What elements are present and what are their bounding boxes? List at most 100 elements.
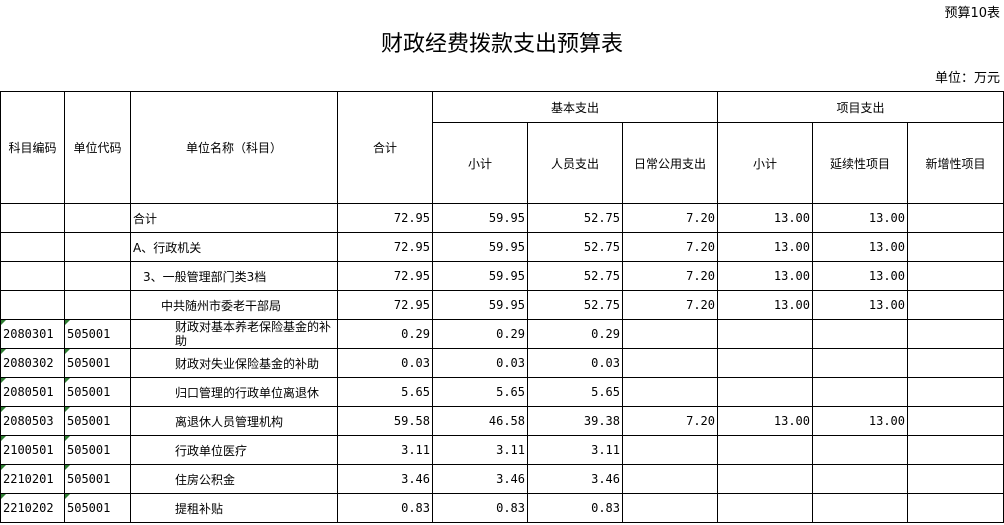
cell-name[interactable]: 合计 (130, 203, 338, 233)
cell-p_cont[interactable] (812, 464, 908, 494)
cell-name[interactable]: 3、一般管理部门类3档 (130, 261, 338, 291)
cell-b_daily[interactable] (622, 493, 718, 523)
cell-b_daily[interactable] (622, 435, 718, 465)
cell-unit-code[interactable]: 505001 (64, 464, 131, 494)
cell-b_sub[interactable]: 59.95 (432, 290, 528, 320)
cell-p_new[interactable] (907, 203, 1004, 233)
cell-name[interactable]: 归口管理的行政单位离退休 (130, 377, 338, 407)
cell-b_sub[interactable]: 59.95 (432, 203, 528, 233)
cell-b_staff[interactable]: 52.75 (527, 203, 623, 233)
cell-total[interactable]: 3.46 (337, 464, 433, 494)
cell-unit-code[interactable] (64, 203, 131, 233)
cell-b_staff[interactable]: 52.75 (527, 261, 623, 291)
cell-unit-code[interactable] (64, 232, 131, 262)
cell-b_sub[interactable]: 3.11 (432, 435, 528, 465)
cell-p_sub[interactable]: 13.00 (717, 290, 813, 320)
cell-p_sub[interactable] (717, 348, 813, 378)
cell-total[interactable]: 5.65 (337, 377, 433, 407)
cell-p_new[interactable] (907, 319, 1004, 349)
cell-unit-code[interactable]: 505001 (64, 406, 131, 436)
cell-b_sub[interactable]: 0.83 (432, 493, 528, 523)
cell-p_sub[interactable]: 13.00 (717, 203, 813, 233)
cell-name[interactable]: A、行政机关 (130, 232, 338, 262)
cell-name[interactable]: 住房公积金 (130, 464, 338, 494)
cell-unit-code[interactable]: 505001 (64, 493, 131, 523)
cell-p_cont[interactable]: 13.00 (812, 203, 908, 233)
cell-b_staff[interactable]: 39.38 (527, 406, 623, 436)
cell-total[interactable]: 72.95 (337, 203, 433, 233)
cell-p_cont[interactable] (812, 493, 908, 523)
cell-p_sub[interactable] (717, 319, 813, 349)
cell-b_daily[interactable] (622, 348, 718, 378)
cell-b_daily[interactable] (622, 319, 718, 349)
cell-total[interactable]: 0.03 (337, 348, 433, 378)
cell-p_sub[interactable] (717, 493, 813, 523)
cell-b_sub[interactable]: 0.03 (432, 348, 528, 378)
cell-p_cont[interactable]: 13.00 (812, 406, 908, 436)
cell-p_new[interactable] (907, 377, 1004, 407)
cell-unit-code[interactable]: 505001 (64, 319, 131, 349)
cell-b_sub[interactable]: 0.29 (432, 319, 528, 349)
cell-code[interactable] (0, 261, 65, 291)
cell-p_cont[interactable] (812, 435, 908, 465)
cell-b_staff[interactable]: 5.65 (527, 377, 623, 407)
cell-name[interactable]: 离退休人员管理机构 (130, 406, 338, 436)
cell-b_sub[interactable]: 46.58 (432, 406, 528, 436)
cell-total[interactable]: 72.95 (337, 232, 433, 262)
cell-name[interactable]: 提租补贴 (130, 493, 338, 523)
cell-b_staff[interactable]: 52.75 (527, 290, 623, 320)
cell-total[interactable]: 72.95 (337, 261, 433, 291)
cell-total[interactable]: 59.58 (337, 406, 433, 436)
cell-b_sub[interactable]: 59.95 (432, 261, 528, 291)
cell-total[interactable]: 0.29 (337, 319, 433, 349)
cell-p_cont[interactable]: 13.00 (812, 232, 908, 262)
cell-code[interactable]: 2100501 (0, 435, 65, 465)
cell-p_sub[interactable]: 13.00 (717, 261, 813, 291)
cell-p_new[interactable] (907, 232, 1004, 262)
cell-name[interactable]: 中共随州市委老干部局 (130, 290, 338, 320)
cell-p_sub[interactable]: 13.00 (717, 406, 813, 436)
cell-total[interactable]: 0.83 (337, 493, 433, 523)
cell-b_daily[interactable]: 7.20 (622, 232, 718, 262)
cell-code[interactable] (0, 203, 65, 233)
cell-code[interactable] (0, 232, 65, 262)
cell-p_cont[interactable]: 13.00 (812, 261, 908, 291)
cell-p_new[interactable] (907, 348, 1004, 378)
cell-b_daily[interactable] (622, 464, 718, 494)
cell-name[interactable]: 财政对基本养老保险基金的补助 (130, 319, 338, 349)
cell-b_daily[interactable]: 7.20 (622, 406, 718, 436)
cell-total[interactable]: 72.95 (337, 290, 433, 320)
cell-p_sub[interactable]: 13.00 (717, 232, 813, 262)
cell-code[interactable]: 2210201 (0, 464, 65, 494)
cell-b_sub[interactable]: 59.95 (432, 232, 528, 262)
cell-unit-code[interactable] (64, 290, 131, 320)
cell-name[interactable]: 行政单位医疗 (130, 435, 338, 465)
cell-code[interactable] (0, 290, 65, 320)
cell-b_staff[interactable]: 3.46 (527, 464, 623, 494)
cell-p_new[interactable] (907, 464, 1004, 494)
cell-total[interactable]: 3.11 (337, 435, 433, 465)
cell-code[interactable]: 2210202 (0, 493, 65, 523)
cell-b_staff[interactable]: 0.03 (527, 348, 623, 378)
cell-b_sub[interactable]: 3.46 (432, 464, 528, 494)
cell-b_sub[interactable]: 5.65 (432, 377, 528, 407)
cell-unit-code[interactable] (64, 261, 131, 291)
cell-p_cont[interactable]: 13.00 (812, 290, 908, 320)
cell-b_daily[interactable]: 7.20 (622, 290, 718, 320)
cell-code[interactable]: 2080302 (0, 348, 65, 378)
cell-p_new[interactable] (907, 435, 1004, 465)
cell-p_cont[interactable] (812, 348, 908, 378)
cell-p_cont[interactable] (812, 377, 908, 407)
cell-b_daily[interactable]: 7.20 (622, 261, 718, 291)
cell-p_sub[interactable] (717, 435, 813, 465)
cell-b_staff[interactable]: 0.29 (527, 319, 623, 349)
cell-b_daily[interactable]: 7.20 (622, 203, 718, 233)
cell-code[interactable]: 2080301 (0, 319, 65, 349)
cell-unit-code[interactable]: 505001 (64, 348, 131, 378)
cell-b_staff[interactable]: 0.83 (527, 493, 623, 523)
cell-b_staff[interactable]: 3.11 (527, 435, 623, 465)
cell-p_new[interactable] (907, 406, 1004, 436)
cell-p_sub[interactable] (717, 464, 813, 494)
cell-p_new[interactable] (907, 290, 1004, 320)
cell-p_cont[interactable] (812, 319, 908, 349)
